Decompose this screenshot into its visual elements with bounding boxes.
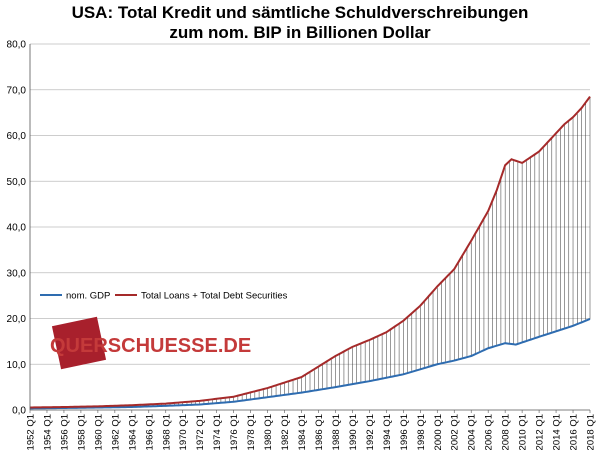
x-tick-label: 1990 Q1 bbox=[348, 414, 359, 450]
x-tick-label: 1996 Q1 bbox=[399, 414, 410, 450]
y-tick-labels: 0,0 10,0 20,0 30,0 40,0 50,0 60,0 70,0 80,0 bbox=[7, 40, 27, 417]
y-tick-label: 60,0 bbox=[7, 131, 27, 142]
x-tick-label: 2014 Q1 bbox=[552, 414, 563, 450]
y-tick-label: 20,0 bbox=[7, 314, 27, 325]
series-line-nom-gdp bbox=[29, 318, 591, 410]
x-tick-label: 1988 Q1 bbox=[331, 414, 342, 450]
x-tick-label: 1964 Q1 bbox=[127, 414, 138, 450]
x-tick-label: 1978 Q1 bbox=[246, 414, 257, 450]
x-tick-label: 1972 Q1 bbox=[195, 414, 206, 450]
x-tick-label: 2018 Q1 bbox=[586, 414, 597, 450]
x-tick-label: 1982 Q1 bbox=[280, 414, 291, 450]
axes bbox=[29, 44, 590, 411]
x-tick-label: 2004 Q1 bbox=[467, 414, 478, 450]
x-tick-label: 1954 Q1 bbox=[42, 414, 53, 450]
y-tick-label: 40,0 bbox=[7, 223, 27, 234]
x-tick-label: 1952 Q1 bbox=[26, 414, 37, 450]
x-tick-label: 1992 Q1 bbox=[365, 414, 376, 450]
x-tick-label: 2002 Q1 bbox=[450, 414, 461, 450]
series-lines bbox=[29, 96, 591, 410]
x-tick-label: 1994 Q1 bbox=[382, 414, 393, 450]
gridlines bbox=[30, 43, 590, 365]
legend-label-nom-gdp: nom. GDP bbox=[66, 291, 110, 302]
x-tick-label: 1998 Q1 bbox=[416, 414, 427, 450]
series-line-total-loans bbox=[29, 96, 591, 409]
x-tick-label: 1966 Q1 bbox=[144, 414, 155, 450]
x-tick-label: 1984 Q1 bbox=[297, 414, 308, 450]
x-tick-label: 1976 Q1 bbox=[229, 414, 240, 450]
x-tick-labels: 1952 Q1 1954 Q1 1956 Q1 1958 Q1 1960 Q1 1962 … bbox=[26, 410, 597, 450]
x-tick-label: 1958 Q1 bbox=[76, 414, 87, 450]
drop-lines bbox=[29, 96, 591, 409]
y-tick-label: 50,0 bbox=[7, 177, 27, 188]
x-tick-label: 2016 Q1 bbox=[569, 414, 580, 450]
legend: nom. GDP Total Loans + Total Debt Securit… bbox=[40, 291, 288, 302]
watermark-logo: QUERSCHUESSE.DE bbox=[50, 316, 251, 370]
x-tick-label: 2010 Q1 bbox=[518, 414, 529, 450]
x-tick-label: 2006 Q1 bbox=[484, 414, 495, 450]
x-tick-label: 2000 Q1 bbox=[433, 414, 444, 450]
chart-subtitle: zum nom. BIP in Billionen Dollar bbox=[169, 23, 431, 42]
chart-title: USA: Total Kredit und sämtliche Schuldve… bbox=[71, 3, 529, 22]
x-tick-label: 1974 Q1 bbox=[212, 414, 223, 450]
x-tick-label: 1968 Q1 bbox=[161, 414, 172, 450]
legend-label-total-loans: Total Loans + Total Debt Securities bbox=[141, 291, 288, 302]
watermark-red-square bbox=[51, 316, 107, 370]
x-tick-label: 2012 Q1 bbox=[535, 414, 546, 450]
watermark-text: QUERSCHUESSE.DE bbox=[50, 335, 251, 357]
x-tick-label: 1986 Q1 bbox=[314, 414, 325, 450]
x-tick-label: 1960 Q1 bbox=[93, 414, 104, 450]
y-tick-label: 70,0 bbox=[7, 85, 27, 96]
y-tick-label: 0,0 bbox=[12, 406, 26, 417]
y-tick-label: 80,0 bbox=[7, 40, 27, 51]
x-tick-label: 1980 Q1 bbox=[263, 414, 274, 450]
x-tick-label: 1970 Q1 bbox=[178, 414, 189, 450]
x-tick-label: 1956 Q1 bbox=[59, 414, 70, 450]
y-tick-label: 30,0 bbox=[7, 268, 27, 279]
y-tick-label: 10,0 bbox=[7, 360, 27, 371]
x-tick-label: 2008 Q1 bbox=[501, 414, 512, 450]
x-tick-label: 1962 Q1 bbox=[110, 414, 121, 450]
